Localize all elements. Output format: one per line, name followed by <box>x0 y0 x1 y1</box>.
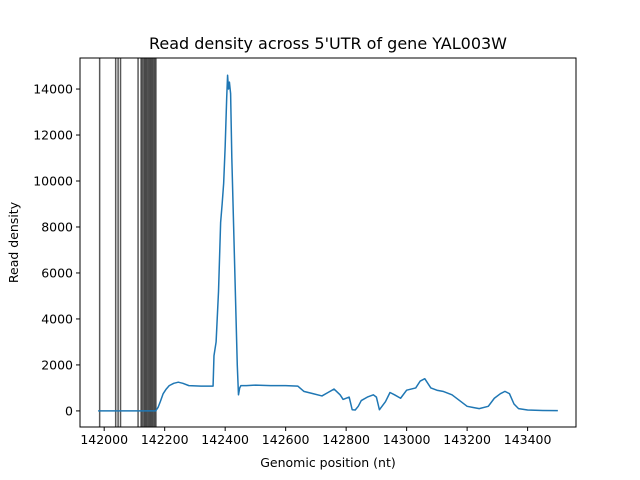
x-tick-label-3: 142600 <box>262 432 310 447</box>
x-tick-label-7: 143400 <box>504 432 552 447</box>
x-tick-label-6: 143200 <box>443 432 491 447</box>
plot-layer <box>98 58 558 427</box>
x-tick-label-1: 142200 <box>141 432 189 447</box>
axes-frame <box>79 57 577 428</box>
x-tick-label-2: 142400 <box>201 432 249 447</box>
y-axis-label: Read density <box>6 201 21 283</box>
series-line-0 <box>98 74 558 412</box>
y-tick-label-7: 14000 <box>33 82 73 97</box>
x-axis-label: Genomic position (nt) <box>260 455 396 470</box>
x-axis: 142000 142200 142400 142600 142800 143000 1432… <box>80 427 552 447</box>
y-tick-label-1: 2000 <box>41 357 73 372</box>
x-tick-label-5: 143000 <box>383 432 431 447</box>
y-tick-label-6: 12000 <box>33 128 73 143</box>
y-tick-label-2: 4000 <box>41 311 73 326</box>
y-tick-label-4: 8000 <box>41 219 73 234</box>
y-axis: 0 2000 4000 6000 8000 10000 12000 14000 <box>33 82 80 418</box>
y-tick-label-0: 0 <box>65 403 73 418</box>
y-tick-label-3: 6000 <box>41 265 73 280</box>
y-tick-label-5: 10000 <box>33 174 73 189</box>
x-tick-label-4: 142800 <box>322 432 370 447</box>
x-tick-label-0: 142000 <box>80 432 128 447</box>
chart-title: Read density across 5'UTR of gene YAL003… <box>149 34 507 53</box>
